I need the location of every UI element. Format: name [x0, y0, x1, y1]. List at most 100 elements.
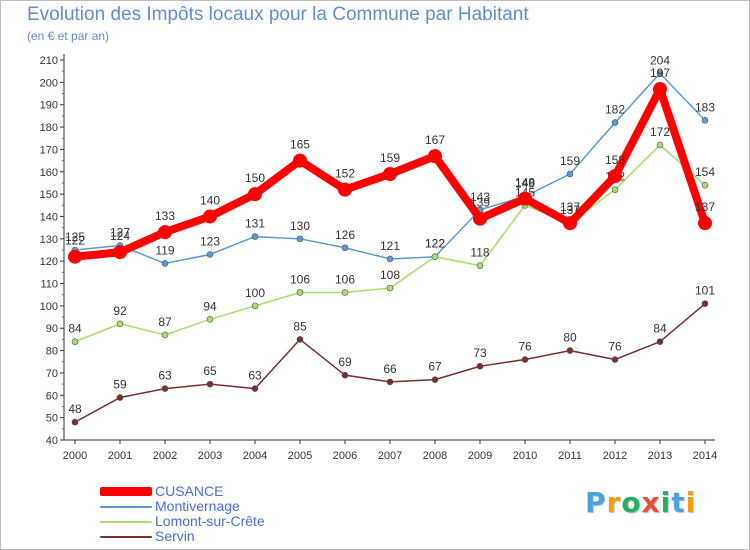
data-point-cusance	[473, 211, 487, 226]
y-tick-label: 90	[46, 323, 58, 335]
data-point-cusance	[518, 191, 532, 206]
data-label-lomont-sur-cr-te: 87	[158, 315, 172, 329]
data-label-montivernage: 127	[110, 226, 130, 240]
x-tick-label: 2008	[423, 450, 447, 462]
y-tick-label: 60	[46, 390, 58, 402]
data-label-cusance: 140	[200, 193, 220, 207]
legend-swatch-lomont	[100, 521, 152, 523]
data-point-cusance	[563, 216, 577, 231]
legend-swatch-servin	[100, 536, 152, 538]
data-point-lomont-sur-cr-te	[251, 302, 259, 310]
legend-item-lomont: Lomont-sur-Crête	[100, 513, 360, 530]
y-tick-label: 160	[40, 167, 58, 179]
data-label-montivernage: 125	[65, 230, 85, 244]
data-label-servin: 76	[608, 340, 622, 354]
y-tick-label: 150	[40, 189, 58, 201]
x-tick-label: 2014	[693, 450, 717, 462]
y-tick-label: 50	[46, 413, 58, 425]
data-label-montivernage: 121	[380, 239, 400, 253]
x-tick-label: 2005	[288, 450, 312, 462]
logo-letter: t	[671, 486, 686, 519]
data-label-cusance: 137	[695, 200, 715, 214]
data-point-montivernage	[566, 170, 574, 178]
data-point-lomont-sur-cr-te	[161, 331, 169, 339]
legend-label-cusance: CUSANCE	[155, 483, 224, 499]
data-point-montivernage	[701, 117, 709, 124]
data-point-cusance	[608, 169, 622, 184]
data-label-servin: 76	[518, 340, 532, 354]
data-point-lomont-sur-cr-te	[476, 262, 484, 269]
data-point-servin	[386, 378, 394, 386]
data-label-servin: 59	[113, 378, 127, 392]
data-label-montivernage: 183	[695, 100, 715, 114]
logo-letter: x	[641, 486, 661, 519]
data-point-lomont-sur-cr-te	[431, 253, 439, 261]
data-point-lomont-sur-cr-te	[656, 141, 664, 149]
data-label-servin: 84	[653, 322, 667, 336]
data-point-cusance	[68, 249, 82, 264]
legend-item-cusance: CUSANCE	[100, 483, 360, 500]
data-label-cusance: 150	[245, 171, 265, 185]
data-label-lomont-sur-cr-te: 118	[470, 246, 489, 260]
data-label-servin: 80	[563, 331, 577, 345]
data-label-cusance: 148	[515, 176, 535, 190]
data-label-servin: 65	[203, 364, 217, 378]
y-tick-label: 40	[46, 435, 58, 447]
legend-swatch-montivernage	[100, 506, 152, 508]
data-label-cusance: 122	[65, 234, 85, 248]
legend-label-montivernage: Montivernage	[155, 498, 240, 514]
data-point-servin	[116, 394, 124, 401]
data-point-montivernage	[341, 244, 349, 252]
legend-swatch-cusance	[100, 487, 152, 496]
data-label-cusance: 133	[155, 209, 175, 223]
data-point-servin	[521, 356, 529, 363]
data-label-montivernage: 131	[245, 217, 265, 231]
legend: CUSANCE Montivernage Lomont-sur-Crête Se…	[100, 483, 360, 545]
data-point-cusance	[428, 149, 442, 164]
data-point-servin	[656, 338, 664, 345]
data-point-lomont-sur-cr-te	[386, 284, 394, 292]
data-point-cusance	[113, 245, 127, 260]
data-point-cusance	[383, 167, 397, 181]
data-point-servin	[341, 371, 349, 379]
data-point-cusance	[338, 182, 352, 197]
data-label-servin: 63	[158, 369, 172, 383]
chart-title: Evolution des Impôts locaux pour la Comm…	[27, 4, 529, 25]
data-point-servin	[251, 385, 259, 392]
data-point-lomont-sur-cr-te	[611, 186, 619, 193]
chart-subtitle: (en € et par an)	[27, 29, 110, 43]
data-label-montivernage: 122	[425, 237, 445, 251]
data-label-cusance: 197	[650, 66, 670, 80]
data-point-montivernage	[251, 233, 259, 240]
data-label-montivernage: 149	[515, 176, 535, 190]
x-tick-label: 2007	[378, 450, 402, 462]
data-point-cusance	[158, 225, 172, 240]
legend-item-montivernage: Montivernage	[100, 498, 360, 515]
data-label-servin: 63	[248, 369, 262, 383]
data-point-cusance	[203, 209, 217, 224]
data-label-lomont-sur-cr-te: 100	[245, 286, 265, 300]
data-label-montivernage: 126	[335, 228, 355, 242]
data-label-montivernage: 182	[605, 103, 625, 117]
data-label-lomont-sur-cr-te: 92	[113, 304, 127, 318]
data-label-montivernage: 130	[290, 219, 310, 233]
data-label-servin: 73	[473, 346, 487, 360]
data-point-lomont-sur-cr-te	[701, 181, 709, 189]
data-label-lomont-sur-cr-te: 84	[68, 322, 82, 336]
data-point-cusance	[698, 216, 712, 231]
data-point-servin	[206, 380, 214, 388]
data-point-servin	[71, 418, 79, 426]
data-label-servin: 67	[428, 360, 442, 374]
data-label-montivernage: 143	[470, 190, 490, 204]
data-point-lomont-sur-cr-te	[71, 338, 79, 345]
data-point-lomont-sur-cr-te	[341, 289, 349, 296]
data-point-montivernage	[656, 70, 664, 77]
y-tick-label: 110	[40, 279, 58, 291]
data-label-cusance: 158	[605, 153, 625, 167]
data-point-servin	[701, 300, 709, 307]
x-tick-label: 2013	[648, 450, 672, 462]
data-point-servin	[161, 385, 169, 392]
y-tick-label: 140	[40, 211, 58, 223]
x-tick-label: 2001	[108, 450, 132, 462]
